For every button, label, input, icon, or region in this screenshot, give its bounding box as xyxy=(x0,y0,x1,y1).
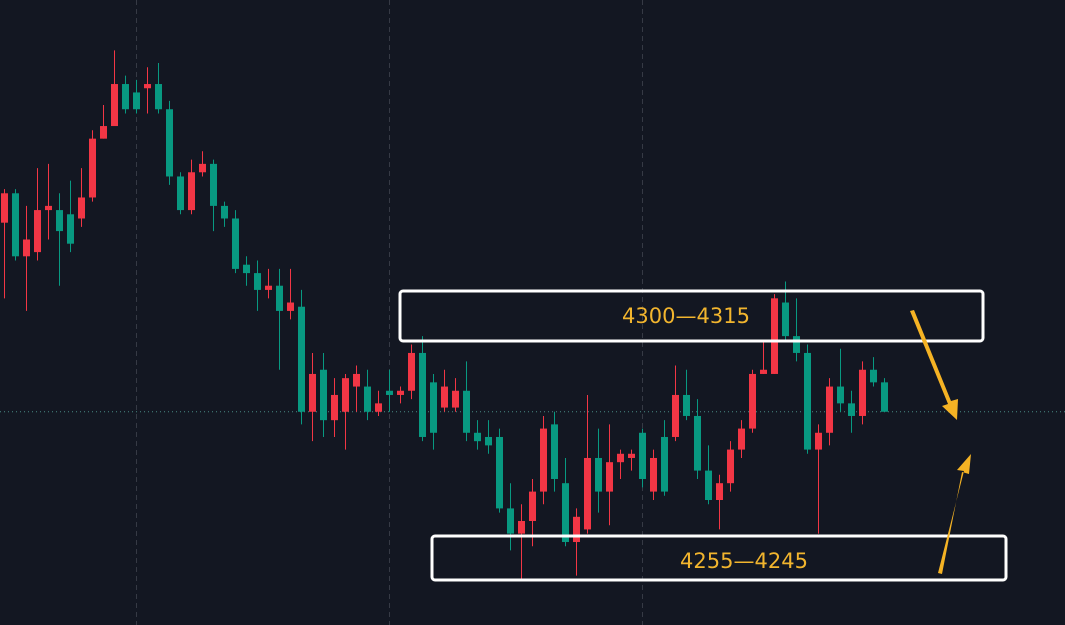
candle-body xyxy=(122,84,129,110)
candle-body xyxy=(793,336,800,353)
candle-body xyxy=(342,378,349,412)
candle-body xyxy=(375,403,382,412)
candle-body xyxy=(573,516,580,543)
candle-body xyxy=(430,382,437,433)
candle-body xyxy=(166,109,173,177)
candle-body xyxy=(331,394,338,421)
support-zone xyxy=(430,534,1008,582)
candle-body xyxy=(221,205,228,219)
candle-body xyxy=(408,352,415,391)
candle-body xyxy=(45,205,52,211)
candle-body xyxy=(23,239,30,257)
candle-body xyxy=(144,84,151,89)
candle-body xyxy=(881,382,888,412)
candle-body xyxy=(650,457,657,492)
candle-body xyxy=(606,462,613,492)
candle-body xyxy=(155,84,162,110)
candle-body xyxy=(529,491,536,522)
candle-body xyxy=(133,92,140,110)
candle-body xyxy=(507,508,514,534)
candles xyxy=(0,50,1065,580)
zone-label: 4255—4245 xyxy=(680,549,808,573)
candle-body xyxy=(34,210,41,253)
candle-body xyxy=(474,432,481,442)
candle-body xyxy=(782,302,789,337)
candle-body xyxy=(463,390,470,433)
candle-body xyxy=(265,285,272,290)
candle-body xyxy=(683,394,690,416)
resistance-zone xyxy=(398,289,985,343)
candle-body xyxy=(661,436,668,492)
candle-body xyxy=(419,352,426,437)
candle-body xyxy=(364,386,371,412)
candle-body xyxy=(309,373,316,412)
candle-body xyxy=(1,193,8,223)
candle-body xyxy=(485,436,492,446)
candle-body xyxy=(100,126,107,139)
candle-body xyxy=(551,424,558,479)
candle-body xyxy=(771,298,778,374)
candle-body xyxy=(210,163,217,206)
candle-body xyxy=(287,302,294,311)
candle-body xyxy=(111,84,118,127)
candle-body xyxy=(815,432,822,450)
candle-body xyxy=(562,483,569,543)
candle-body xyxy=(837,386,844,404)
candle-body xyxy=(639,432,646,479)
candle-body xyxy=(749,373,756,429)
candle-body xyxy=(188,172,195,211)
candle-body xyxy=(353,373,360,387)
candle-body xyxy=(177,176,184,211)
candle-body xyxy=(738,428,745,450)
candle-body xyxy=(89,138,96,198)
candle-body xyxy=(67,214,74,244)
candle-body xyxy=(727,449,734,484)
candle-body xyxy=(705,470,712,500)
candle-body xyxy=(199,163,206,173)
candle-body xyxy=(694,415,701,471)
arrow-down xyxy=(910,310,958,420)
candle-body xyxy=(320,369,327,421)
candle-body xyxy=(617,453,624,463)
candle-body xyxy=(848,403,855,416)
candle-body xyxy=(232,218,239,269)
candle-body xyxy=(628,453,635,458)
candle-body xyxy=(298,306,305,412)
candle-body xyxy=(870,369,877,383)
candle-body xyxy=(595,457,602,492)
candle-body xyxy=(716,483,723,500)
candle-body xyxy=(859,369,866,416)
candle-body xyxy=(397,390,404,395)
candle-body xyxy=(760,369,767,374)
candle-body xyxy=(826,386,833,433)
candle-body xyxy=(584,457,591,530)
candle-body xyxy=(518,521,525,534)
candle-body xyxy=(452,390,459,408)
candle-body xyxy=(804,352,811,450)
candle-body xyxy=(496,436,503,509)
candle-body xyxy=(441,386,448,408)
candle-body xyxy=(254,273,261,290)
zone-label: 4300—4315 xyxy=(622,304,750,328)
candle-body xyxy=(672,394,679,437)
candle-body xyxy=(540,428,547,492)
candle-body xyxy=(276,285,283,311)
arrow-up xyxy=(938,454,971,574)
candle-body xyxy=(12,193,19,257)
candle-body xyxy=(56,210,63,232)
candle-body xyxy=(78,197,85,219)
candle-body xyxy=(243,264,250,274)
candle-body xyxy=(386,390,393,395)
